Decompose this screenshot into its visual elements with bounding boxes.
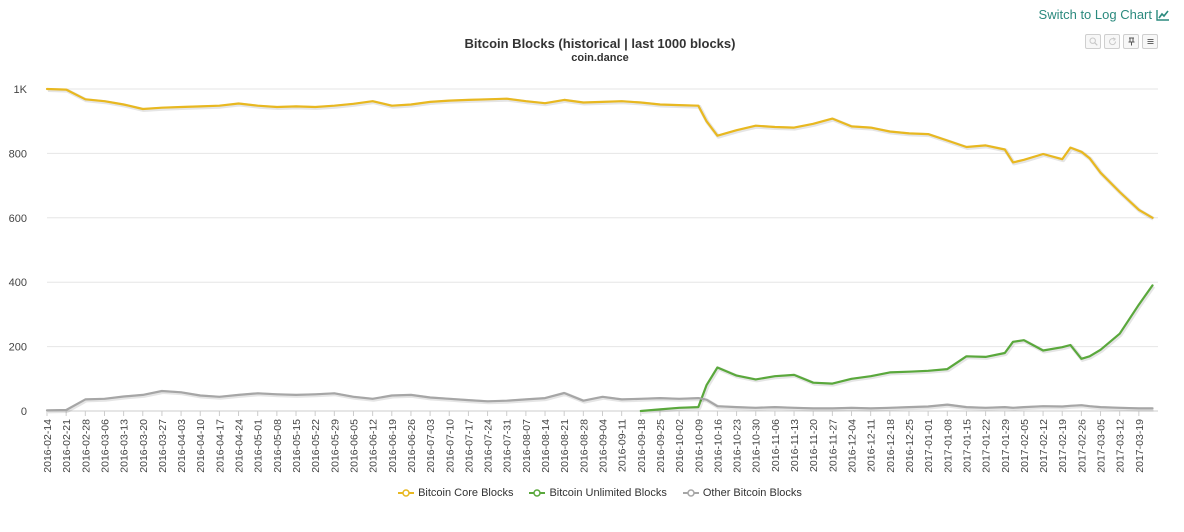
x-tick-label: 2016-09-18 [636, 419, 648, 473]
x-tick-label: 2016-03-06 [99, 419, 111, 473]
x-tick-label: 2016-02-28 [80, 419, 92, 473]
x-tick-label: 2016-08-28 [578, 419, 590, 473]
legend-label-other: Other Bitcoin Blocks [702, 487, 802, 499]
x-tick-label: 2016-06-26 [406, 419, 418, 473]
x-tick-label: 2016-09-04 [598, 419, 610, 473]
x-tick-label: 2016-07-17 [463, 419, 475, 473]
x-tick-label: 2016-05-01 [253, 419, 265, 473]
zoom-icon[interactable] [1085, 34, 1101, 49]
series-line-other [45, 389, 1154, 412]
legend-swatch-unlimited [529, 489, 546, 497]
chart-toolbar [1085, 34, 1158, 49]
x-tick-label: 2017-02-19 [1057, 419, 1069, 473]
x-tick-label: 2016-11-20 [808, 419, 820, 472]
x-tick-label: 2016-05-15 [291, 419, 303, 473]
x-tick-label: 2016-09-25 [655, 419, 667, 473]
x-tick-label: 2017-02-26 [1076, 419, 1088, 473]
line-chart-icon [1156, 9, 1170, 21]
switch-to-log-chart-link[interactable]: Switch to Log Chart [1039, 7, 1170, 22]
y-tick-label: 800 [9, 148, 27, 160]
x-tick-label: 2016-11-27 [827, 419, 839, 472]
x-tick-label: 2016-06-12 [368, 419, 380, 473]
pin-icon[interactable] [1123, 34, 1139, 49]
x-tick-label: 2016-06-05 [348, 419, 360, 473]
x-tick-label: 2016-12-11 [866, 419, 878, 472]
x-tick-label: 2017-03-12 [1115, 419, 1127, 473]
x-tick-label: 2017-02-05 [1019, 419, 1031, 473]
x-tick-label: 2016-02-21 [61, 419, 73, 473]
legend-swatch-other [682, 489, 699, 497]
x-tick-label: 2017-01-22 [981, 419, 993, 473]
x-tick-label: 2016-09-11 [617, 419, 629, 472]
x-tick-label: 2016-12-04 [847, 419, 859, 473]
x-tick-label: 2016-07-31 [502, 419, 514, 473]
x-tick-label: 2016-11-13 [789, 419, 801, 472]
chart-legend: Bitcoin Core Blocks Bitcoin Unlimited Bl… [0, 487, 1184, 499]
x-tick-label: 2016-10-09 [693, 419, 705, 473]
y-tick-label: 400 [9, 277, 27, 289]
x-tick-label: 2016-04-17 [214, 419, 226, 473]
x-tick-label: 2016-04-24 [234, 419, 246, 473]
x-tick-label: 2016-08-07 [521, 419, 533, 473]
x-tick-label: 2017-01-29 [1000, 419, 1012, 473]
x-tick-label: 2016-06-19 [387, 419, 399, 473]
x-tick-label: 2016-03-27 [157, 419, 169, 473]
series-line-unlimited-shadow [641, 285, 1156, 414]
x-tick-label: 2016-12-18 [885, 419, 897, 473]
x-tick-label: 2017-02-12 [1038, 419, 1050, 473]
x-tick-label: 2016-08-14 [540, 419, 552, 473]
legend-item-other[interactable]: Other Bitcoin Blocks [682, 487, 802, 499]
x-tick-label: 2016-05-22 [310, 419, 322, 473]
y-tick-label: 200 [9, 342, 27, 354]
x-tick-label: 2017-01-01 [923, 419, 935, 473]
series-line-core-shadow [47, 88, 1155, 221]
x-tick-label: 2016-10-02 [674, 419, 686, 473]
x-tick-label: 2016-07-24 [483, 419, 495, 473]
x-tick-label: 2016-03-20 [138, 419, 150, 473]
x-tick-label: 2016-04-03 [176, 419, 188, 473]
x-tick-label: 2016-02-14 [42, 419, 54, 473]
series-line-unlimited [639, 284, 1154, 413]
legend-item-unlimited[interactable]: Bitcoin Unlimited Blocks [529, 487, 667, 499]
legend-label-unlimited: Bitcoin Unlimited Blocks [549, 487, 667, 499]
x-tick-label: 2016-07-03 [425, 419, 437, 473]
legend-item-core[interactable]: Bitcoin Core Blocks [398, 487, 513, 499]
y-tick-label: 0 [21, 406, 27, 418]
reset-zoom-icon[interactable] [1104, 34, 1120, 49]
switch-to-log-chart-label: Switch to Log Chart [1038, 7, 1152, 22]
x-tick-label: 2017-01-08 [942, 419, 954, 473]
series-line-core [45, 87, 1154, 219]
x-tick-label: 2016-05-08 [272, 419, 284, 473]
x-tick-label: 2016-07-10 [444, 419, 456, 473]
x-tick-label: 2017-03-19 [1134, 419, 1146, 473]
chart-subtitle: coin.dance [571, 52, 629, 64]
x-tick-label: 2016-11-06 [770, 419, 782, 472]
legend-label-core: Bitcoin Core Blocks [418, 487, 514, 499]
x-tick-label: 2016-10-23 [732, 419, 744, 473]
x-tick-label: 2016-08-21 [559, 419, 571, 473]
x-tick-label: 2017-03-05 [1096, 419, 1108, 473]
chart-title: Bitcoin Blocks (historical | last 1000 b… [464, 36, 736, 51]
y-tick-label: 1K [14, 84, 28, 96]
x-tick-label: 2017-01-15 [961, 419, 973, 473]
y-tick-label: 600 [9, 213, 27, 225]
x-tick-label: 2016-03-13 [119, 419, 131, 473]
x-tick-label: 2016-05-29 [329, 419, 341, 473]
x-tick-label: 2016-12-25 [904, 419, 916, 473]
x-tick-label: 2016-10-30 [751, 419, 763, 473]
legend-swatch-core [398, 489, 415, 497]
x-tick-label: 2016-10-16 [712, 419, 724, 473]
x-tick-label: 2016-04-10 [195, 419, 207, 473]
menu-icon[interactable] [1142, 34, 1158, 49]
